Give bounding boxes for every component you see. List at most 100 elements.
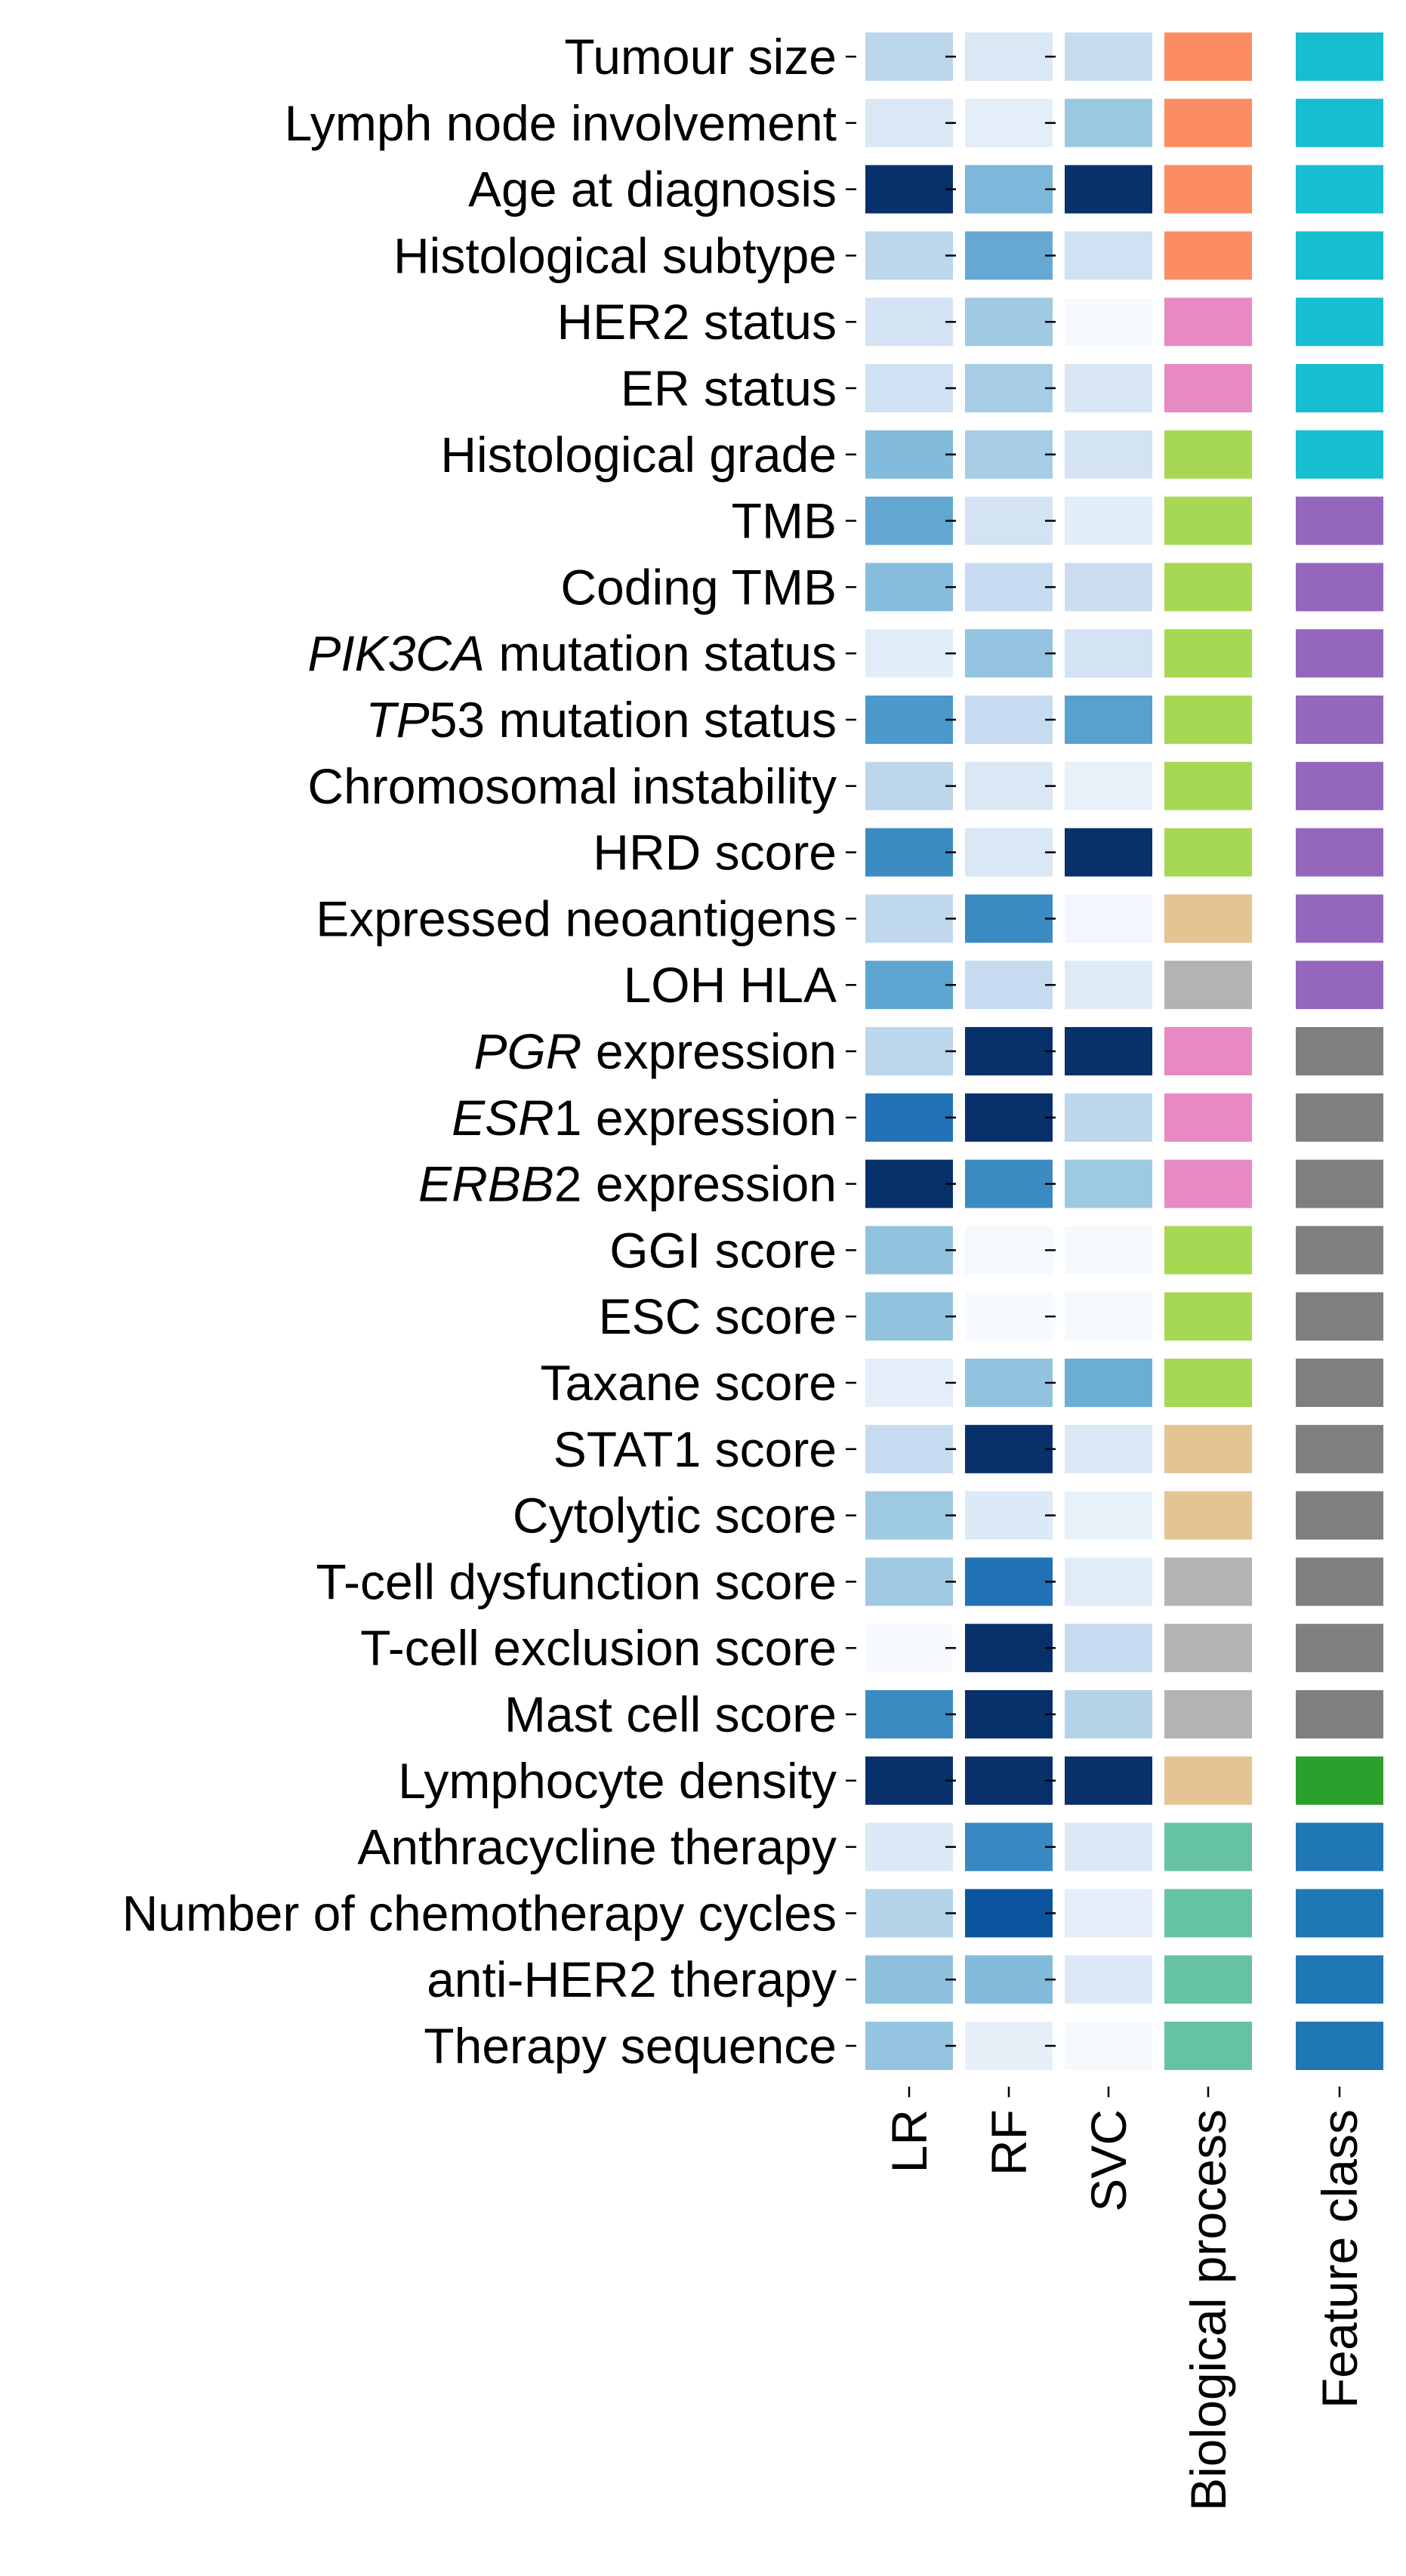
cell-anthracycline-therapy-rf <box>965 1822 1053 1871</box>
cell-expressed-neoantigens-lr <box>865 894 953 943</box>
cell-t-cell-exclusion-score-rf <box>965 1624 1053 1673</box>
cell-er-status-feature-class <box>1296 364 1383 412</box>
cell-her2-status-svc <box>1065 298 1152 347</box>
cell-tumour-size-lr <box>865 32 953 81</box>
cell-histological-subtype-svc <box>1065 231 1152 280</box>
cell-t-cell-exclusion-score-lr <box>865 1624 953 1673</box>
cell-loh-hla-feature-class <box>1296 961 1383 1010</box>
cell-mast-cell-score-biological-process <box>1164 1690 1252 1738</box>
cell-t-cell-exclusion-score-feature-class <box>1296 1624 1383 1673</box>
cell-erbb2-expression-biological-process <box>1164 1159 1252 1208</box>
cell-anti-her2-therapy-lr <box>865 1955 953 2004</box>
cell-lymph-node-involvement-rf <box>965 98 1053 147</box>
cell-tp53-mutation-status-svc <box>1065 696 1152 744</box>
cell-hrd-score-lr <box>865 828 953 877</box>
cell-expressed-neoantigens-rf <box>965 894 1053 943</box>
cell-esr1-expression-biological-process <box>1164 1093 1252 1142</box>
cell-tp53-mutation-status-feature-class <box>1296 696 1383 744</box>
cell-loh-hla-lr <box>865 961 953 1010</box>
cell-tumour-size-biological-process <box>1164 32 1252 81</box>
cell-hrd-score-biological-process <box>1164 828 1252 877</box>
cell-therapy-sequence-feature-class <box>1296 2022 1383 2070</box>
cell-hrd-score-feature-class <box>1296 828 1383 877</box>
row-label-stat1-score: STAT1 score <box>553 1421 837 1477</box>
cell-her2-status-lr <box>865 298 953 347</box>
cell-tp53-mutation-status-lr <box>865 696 953 744</box>
row-label-number-of-chemotherapy-cycles: Number of chemotherapy cycles <box>122 1885 837 1941</box>
cell-pgr-expression-biological-process <box>1164 1027 1252 1075</box>
row-label-chromosomal-instability: Chromosomal instability <box>307 758 837 814</box>
cell-pik3ca-mutation-status-biological-process <box>1164 629 1252 678</box>
cell-ggi-score-svc <box>1065 1226 1152 1275</box>
cell-pik3ca-mutation-status-svc <box>1065 629 1152 678</box>
cell-age-at-diagnosis-svc <box>1065 165 1152 214</box>
row-label-lymphocyte-density: Lymphocyte density <box>398 1753 837 1809</box>
cell-lymph-node-involvement-feature-class <box>1296 98 1383 147</box>
cell-er-status-lr <box>865 364 953 412</box>
cell-histological-subtype-rf <box>965 231 1053 280</box>
cell-t-cell-exclusion-score-biological-process <box>1164 1624 1252 1673</box>
cell-taxane-score-rf <box>965 1359 1053 1407</box>
cell-expressed-neoantigens-feature-class <box>1296 894 1383 943</box>
cell-er-status-svc <box>1065 364 1152 412</box>
cell-t-cell-dysfunction-score-biological-process <box>1164 1557 1252 1606</box>
cell-histological-subtype-feature-class <box>1296 231 1383 280</box>
cell-coding-tmb-feature-class <box>1296 563 1383 612</box>
cell-stat1-score-svc <box>1065 1424 1152 1473</box>
cell-age-at-diagnosis-biological-process <box>1164 165 1252 214</box>
row-label-anti-her2-therapy: anti-HER2 therapy <box>427 1951 837 2007</box>
cell-anthracycline-therapy-feature-class <box>1296 1822 1383 1871</box>
cell-chromosomal-instability-svc <box>1065 761 1152 810</box>
cell-erbb2-expression-feature-class <box>1296 1159 1383 1208</box>
cell-number-of-chemotherapy-cycles-rf <box>965 1889 1053 1938</box>
cell-lymphocyte-density-rf <box>965 1756 1053 1805</box>
cell-t-cell-exclusion-score-svc <box>1065 1624 1152 1673</box>
cell-tumour-size-rf <box>965 32 1053 81</box>
cell-esc-score-lr <box>865 1292 953 1341</box>
cell-expressed-neoantigens-biological-process <box>1164 894 1252 943</box>
cell-tmb-biological-process <box>1164 496 1252 545</box>
cell-anthracycline-therapy-svc <box>1065 1822 1152 1871</box>
row-label-ggi-score: GGI score <box>609 1222 837 1278</box>
row-label-pik3ca-mutation-status: PIK3CA mutation status <box>307 625 837 681</box>
column-labels: LR RF SVC Biological process Feature class <box>881 2109 1367 2511</box>
row-label-coding-tmb: Coding TMB <box>560 559 837 615</box>
cell-therapy-sequence-biological-process <box>1164 2022 1252 2070</box>
cell-age-at-diagnosis-feature-class <box>1296 165 1383 214</box>
heatmap-cells <box>865 32 1383 2070</box>
cell-cytolytic-score-biological-process <box>1164 1491 1252 1540</box>
cell-tmb-svc <box>1065 496 1152 545</box>
column-label-lr: LR <box>881 2109 937 2173</box>
cell-chromosomal-instability-feature-class <box>1296 761 1383 810</box>
cell-tmb-feature-class <box>1296 496 1383 545</box>
cell-taxane-score-feature-class <box>1296 1359 1383 1407</box>
cell-loh-hla-rf <box>965 961 1053 1010</box>
cell-mast-cell-score-feature-class <box>1296 1690 1383 1738</box>
cell-cytolytic-score-svc <box>1065 1491 1152 1540</box>
cell-therapy-sequence-lr <box>865 2022 953 2070</box>
cell-anti-her2-therapy-biological-process <box>1164 1955 1252 2004</box>
cell-therapy-sequence-svc <box>1065 2022 1152 2070</box>
cell-age-at-diagnosis-lr <box>865 165 953 214</box>
row-label-her2-status: HER2 status <box>557 294 837 350</box>
row-label-er-status: ER status <box>621 360 837 416</box>
cell-coding-tmb-lr <box>865 563 953 612</box>
cell-lymph-node-involvement-biological-process <box>1164 98 1252 147</box>
cell-pgr-expression-rf <box>965 1027 1053 1075</box>
cell-er-status-biological-process <box>1164 364 1252 412</box>
cell-histological-grade-feature-class <box>1296 430 1383 479</box>
cell-therapy-sequence-rf <box>965 2022 1053 2070</box>
cell-tumour-size-svc <box>1065 32 1152 81</box>
cell-pgr-expression-svc <box>1065 1027 1152 1075</box>
row-label-tumour-size: Tumour size <box>564 29 837 85</box>
cell-esr1-expression-rf <box>965 1093 1053 1142</box>
column-label-rf: RF <box>981 2109 1037 2176</box>
row-label-tp53-mutation-status: TP53 mutation status <box>365 692 837 748</box>
axis-ticks <box>846 55 1341 2097</box>
cell-anti-her2-therapy-svc <box>1065 1955 1152 2004</box>
cell-esr1-expression-feature-class <box>1296 1093 1383 1142</box>
row-label-expressed-neoantigens: Expressed neoantigens <box>316 890 837 946</box>
row-label-esr1-expression: ESR1 expression <box>452 1090 837 1146</box>
cell-ggi-score-rf <box>965 1226 1053 1275</box>
cell-histological-subtype-lr <box>865 231 953 280</box>
